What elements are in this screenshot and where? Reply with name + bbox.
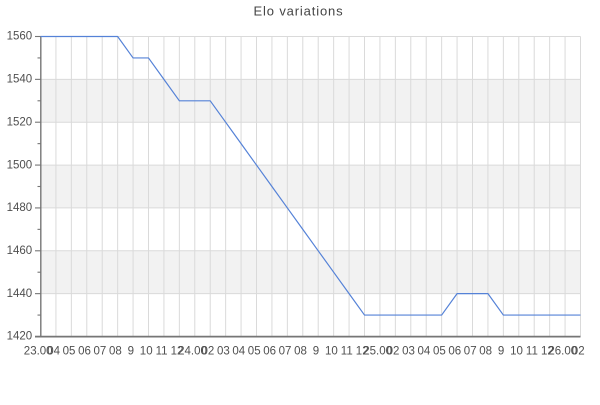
svg-text:06: 06 [78,346,91,358]
svg-text:04: 04 [232,346,245,358]
svg-text:11: 11 [526,346,538,358]
svg-text:06: 06 [263,346,276,358]
svg-text:1460: 1460 [7,245,33,257]
svg-text:08: 08 [479,346,492,358]
svg-text:11: 11 [341,346,353,358]
svg-text:04: 04 [418,346,431,358]
svg-text:10: 10 [510,346,523,358]
svg-text:02: 02 [202,346,215,358]
svg-text:02: 02 [387,346,400,358]
svg-text:1520: 1520 [7,116,33,128]
svg-text:02: 02 [572,346,585,358]
svg-text:25.00: 25.00 [363,346,392,358]
svg-text:05: 05 [433,346,446,358]
svg-text:24.00: 24.00 [178,346,207,358]
svg-text:1560: 1560 [7,31,33,43]
svg-text:04: 04 [47,346,60,358]
svg-text:07: 07 [94,346,107,358]
svg-text:9: 9 [313,346,319,358]
svg-text:1540: 1540 [7,74,33,86]
svg-text:10: 10 [140,346,153,358]
svg-text:1440: 1440 [7,288,33,300]
svg-text:10: 10 [325,346,338,358]
svg-text:05: 05 [63,346,76,358]
svg-text:11: 11 [156,346,168,358]
svg-text:08: 08 [294,346,307,358]
svg-text:12: 12 [171,346,184,358]
svg-text:08: 08 [109,346,122,358]
svg-text:26.00: 26.00 [548,346,577,358]
svg-text:12: 12 [541,346,554,358]
svg-text:06: 06 [448,346,461,358]
svg-text:Elo variations: Elo variations [254,4,344,19]
svg-text:9: 9 [498,346,504,358]
svg-text:23.00: 23.00 [24,346,53,358]
svg-text:1480: 1480 [7,202,33,214]
svg-text:07: 07 [279,346,292,358]
svg-text:1500: 1500 [7,159,33,171]
svg-text:03: 03 [402,346,415,358]
svg-text:03: 03 [217,346,230,358]
svg-text:05: 05 [248,346,261,358]
svg-text:12: 12 [356,346,369,358]
svg-text:1420: 1420 [7,331,33,343]
svg-text:9: 9 [128,346,134,358]
svg-text:07: 07 [464,346,477,358]
